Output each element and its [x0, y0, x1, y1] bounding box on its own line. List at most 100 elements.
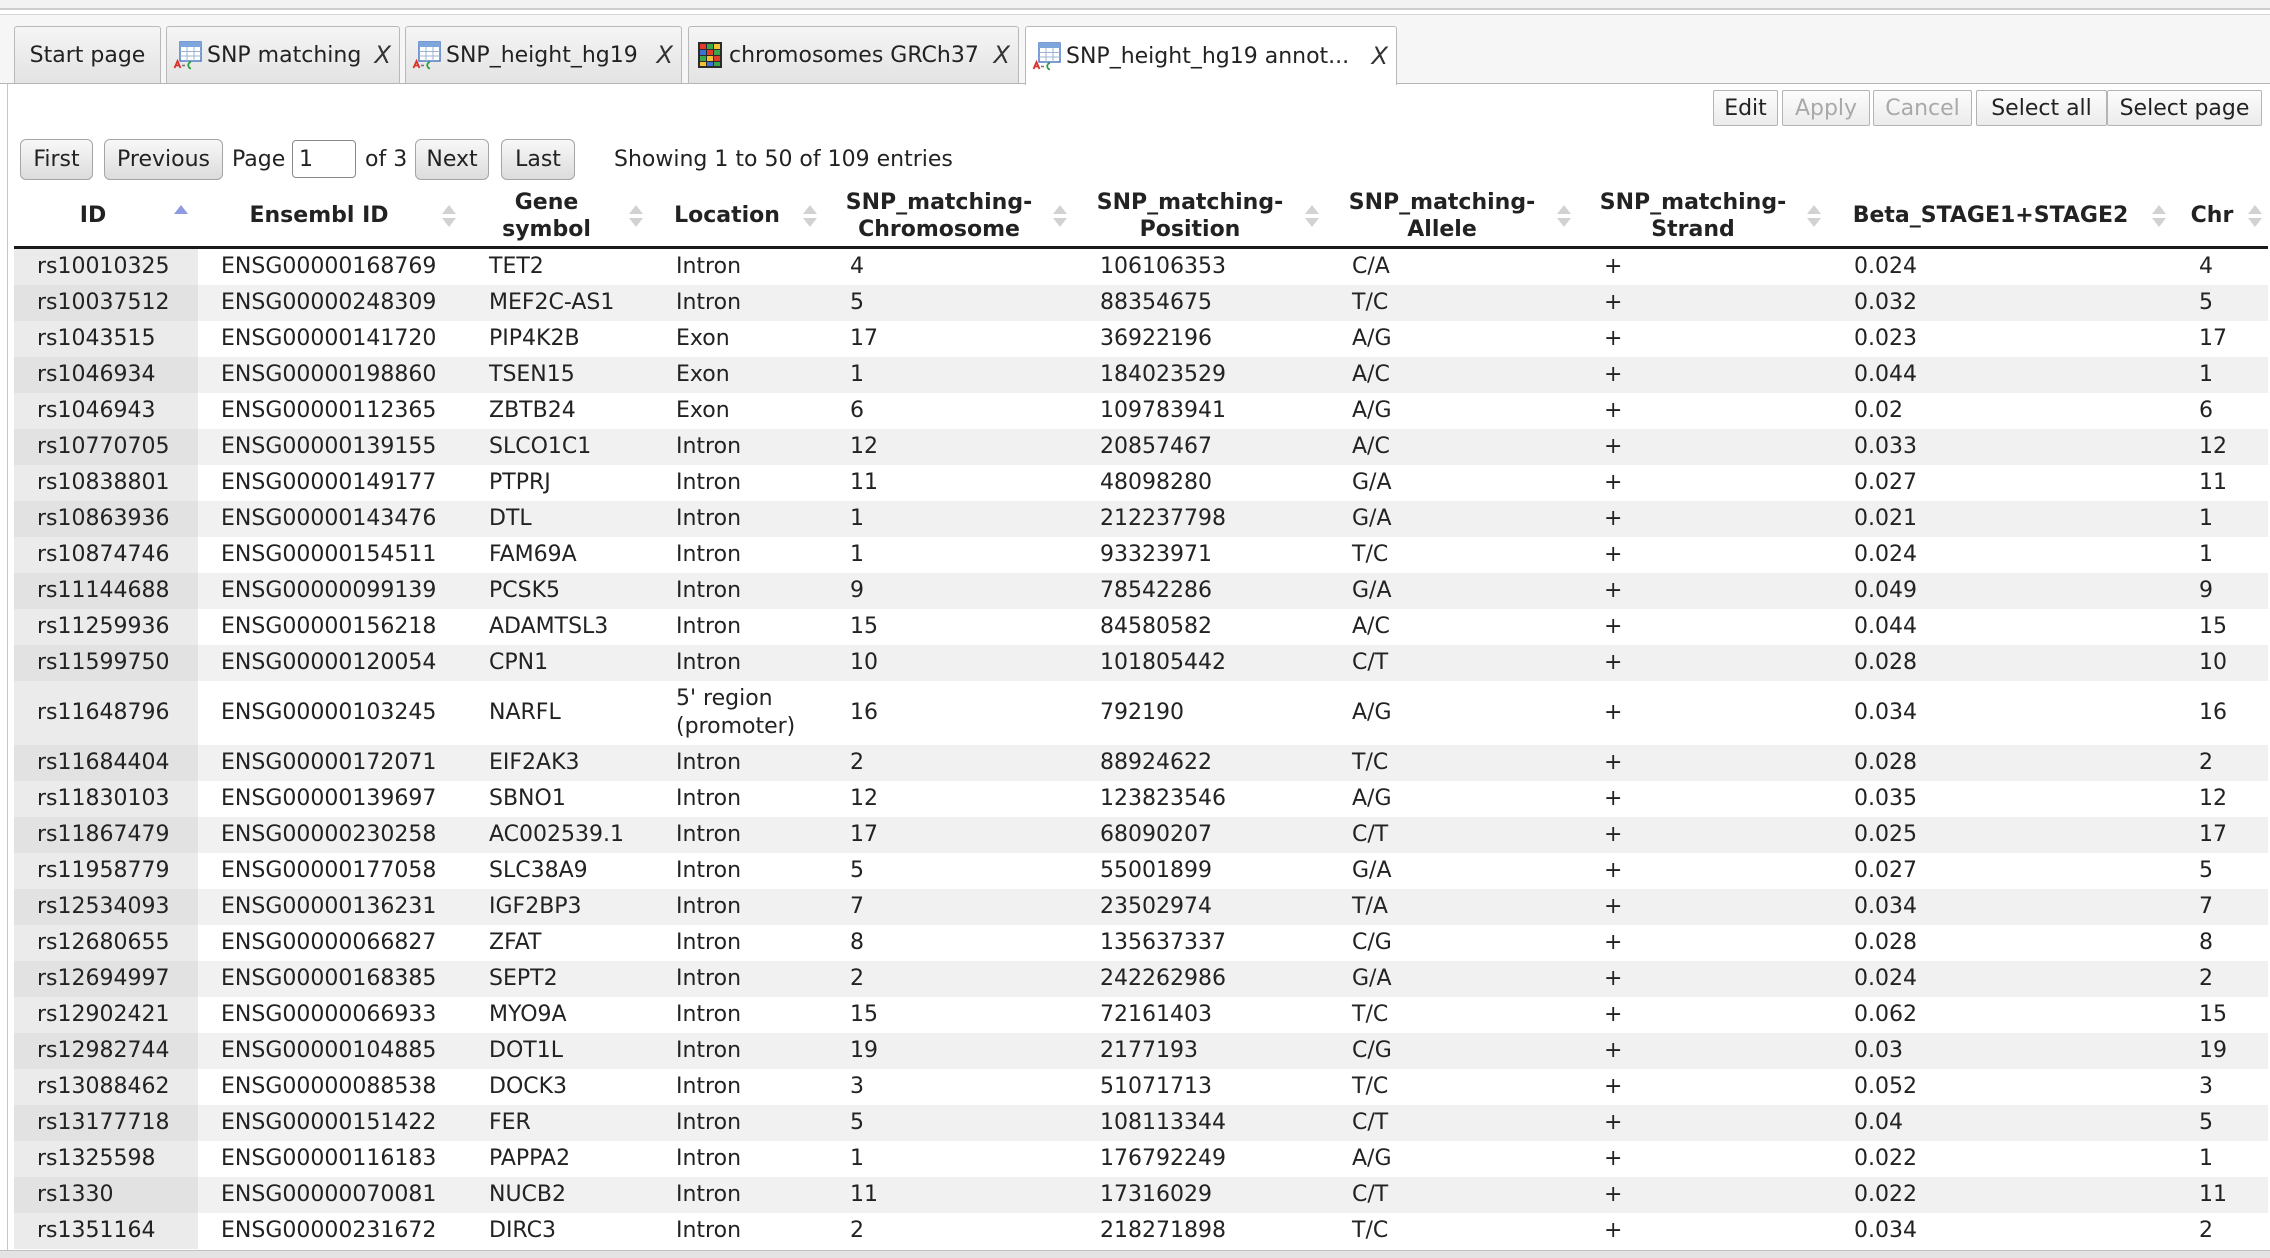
cell-snp-strand: +: [1581, 645, 1831, 681]
table-row[interactable]: rs1043515 ENSG00000141720 PIP4K2B Exon 17 369…: [14, 321, 2268, 357]
cell-beta: 0.052: [1854, 1074, 1917, 1099]
tab-label: SNP matching: [207, 42, 362, 68]
table-row[interactable]: rs13088462 ENSG00000088538 DOCK3 Intron 3 510…: [14, 1069, 2268, 1105]
cell-beta: 0.024: [1831, 961, 2176, 997]
page-number-input[interactable]: [292, 140, 356, 178]
table-row[interactable]: rs11958779 ENSG00000177058 SLC38A9 Intron 5 5…: [14, 853, 2268, 889]
table-row[interactable]: rs12680655 ENSG00000066827 ZFAT Intron 8 1356…: [14, 925, 2268, 961]
table-row[interactable]: rs1046943 ENSG00000112365 ZBTB24 Exon 6 10978…: [14, 393, 2268, 429]
cell-chr: 12: [2199, 786, 2227, 811]
table-row[interactable]: rs10010325 ENSG00000168769 TET2 Intron 4 1061…: [14, 249, 2268, 285]
table-row[interactable]: rs1046934 ENSG00000198860 TSEN15 Exon 1 18402…: [14, 357, 2268, 393]
apply-button[interactable]: Apply: [1782, 90, 1870, 126]
edit-button[interactable]: Edit: [1713, 90, 1778, 126]
table-row[interactable]: rs10863936 ENSG00000143476 DTL Intron 1 21223…: [14, 501, 2268, 537]
table-row[interactable]: rs11867479 ENSG00000230258 AC002539.1 Intro…: [14, 817, 2268, 853]
table-row[interactable]: rs10874746 ENSG00000154511 FAM69A Intron 1 93…: [14, 537, 2268, 573]
table-row[interactable]: rs13177718 ENSG00000151422 FER Intron 5 10811…: [14, 1105, 2268, 1141]
table-row[interactable]: rs11830103 ENSG00000139697 SBNO1 Intron 12 12…: [14, 781, 2268, 817]
table-row[interactable]: rs12982744 ENSG00000104885 DOT1L Intron 19 21…: [14, 1033, 2268, 1069]
table-row[interactable]: rs1330 ENSG00000070081 NUCB2 Intron 11 173160…: [14, 1177, 2268, 1213]
cell-snp-allele: A/C: [1329, 357, 1581, 393]
cell-id: rs1046934: [14, 357, 198, 393]
tab-snp-matching[interactable]: SNP matching X: [166, 26, 400, 83]
sort-both-icon: [803, 204, 817, 227]
column-header-snp-chromosome[interactable]: SNP_matching-Chromosome: [827, 185, 1077, 249]
cell-snp-allele: A/G: [1352, 700, 1392, 725]
tab-chromosomes-grch37[interactable]: chromosomes GRCh37 X: [688, 26, 1019, 83]
cell-location: Exon: [676, 398, 730, 423]
cell-snp-position: 792190: [1100, 700, 1184, 725]
column-header-chr[interactable]: Chr: [2176, 185, 2268, 249]
cell-beta: 0.02: [1854, 398, 1903, 423]
cell-snp-strand: +: [1581, 1177, 1831, 1213]
cell-chr: 1: [2199, 1146, 2213, 1171]
table-row[interactable]: rs12534093 ENSG00000136231 IGF2BP3 Intron 7 2…: [14, 889, 2268, 925]
column-header-snp-allele[interactable]: SNP_matching-Allele: [1329, 185, 1581, 249]
tab-close-button[interactable]: X: [656, 41, 673, 69]
column-header-snp-strand[interactable]: SNP_matching-Strand: [1581, 185, 1831, 249]
table-row[interactable]: rs1351164 ENSG00000231672 DIRC3 Intron 2 2182…: [14, 1213, 2268, 1249]
column-header-label: Ensembl ID: [249, 203, 389, 228]
cancel-button[interactable]: Cancel: [1873, 90, 1972, 126]
previous-page-button[interactable]: Previous: [104, 139, 223, 180]
cell-snp-chromosome: 5: [827, 1105, 1077, 1141]
cell-id: rs11259936: [14, 609, 198, 645]
cell-snp-allele: C/T: [1329, 1105, 1581, 1141]
select-all-button[interactable]: Select all: [1976, 90, 2107, 126]
cell-ensembl-id: ENSG00000154511: [221, 542, 437, 567]
column-header-id[interactable]: ID: [14, 185, 198, 249]
cell-beta: 0.028: [1831, 645, 2176, 681]
tab-start-page[interactable]: Start page: [14, 26, 161, 83]
cell-snp-strand: +: [1581, 573, 1831, 609]
table-row[interactable]: rs11259936 ENSG00000156218 ADAMTSL3 Intron 1…: [14, 609, 2268, 645]
cell-beta: 0.034: [1854, 700, 1917, 725]
cell-snp-chromosome: 1: [850, 542, 864, 567]
table-header-row: ID Ensembl ID Gene symbol Location SNP_m…: [14, 185, 2268, 249]
column-header-label: SNP_matching-Chromosome: [845, 189, 1033, 242]
table-row[interactable]: rs11599750 ENSG00000120054 CPN1 Intron 10 101…: [14, 645, 2268, 681]
table-row[interactable]: rs12902421 ENSG00000066933 MYO9A Intron 15 72…: [14, 997, 2268, 1033]
tab-close-button[interactable]: X: [374, 41, 391, 69]
select-page-button[interactable]: Select page: [2107, 90, 2262, 126]
table-row[interactable]: rs10838801 ENSG00000149177 PTPRJ Intron 11 48…: [14, 465, 2268, 501]
column-header-gene-symbol[interactable]: Gene symbol: [466, 185, 653, 249]
table-row[interactable]: rs1325598 ENSG00000116183 PAPPA2 Intron 1 176…: [14, 1141, 2268, 1177]
table-row[interactable]: rs10770705 ENSG00000139155 SLCO1C1 Intron 12…: [14, 429, 2268, 465]
cell-snp-chromosome: 6: [850, 398, 864, 423]
cell-chr: 5: [2199, 858, 2213, 883]
cell-id: rs12680655: [14, 925, 198, 961]
column-header-location[interactable]: Location: [653, 185, 827, 249]
tab-snp-height-hg19[interactable]: SNP_height_hg19 X: [405, 26, 682, 83]
table-row[interactable]: rs11684404 ENSG00000172071 EIF2AK3 Intron 2 8…: [14, 745, 2268, 781]
column-header-beta[interactable]: Beta_STAGE1+STAGE2: [1831, 185, 2176, 249]
cell-beta: 0.024: [1854, 542, 1917, 567]
cell-snp-chromosome: 16: [850, 700, 878, 725]
cell-ensembl-id: ENSG00000143476: [198, 501, 466, 537]
column-header-ensembl-id[interactable]: Ensembl ID: [198, 185, 466, 249]
cell-ensembl-id: ENSG00000149177: [221, 470, 437, 495]
column-header-label: SNP_matching-Allele: [1348, 189, 1536, 242]
cell-snp-position: 88354675: [1077, 285, 1329, 321]
cell-snp-position: 218271898: [1100, 1218, 1226, 1243]
cell-id: rs10863936: [14, 501, 198, 537]
last-page-button[interactable]: Last: [501, 139, 575, 180]
cell-beta: 0.028: [1854, 930, 1917, 955]
table-row[interactable]: rs12694997 ENSG00000168385 SEPT2 Intron 2 242…: [14, 961, 2268, 997]
next-page-button[interactable]: Next: [415, 139, 489, 180]
column-header-snp-position[interactable]: SNP_matching-Position: [1077, 185, 1329, 249]
table-row[interactable]: rs11144688 ENSG00000099139 PCSK5 Intron 9 785…: [14, 573, 2268, 609]
cell-snp-strand: +: [1581, 429, 1831, 465]
page-label: Page: [232, 147, 286, 172]
tab-close-button[interactable]: X: [993, 41, 1010, 69]
cell-gene-symbol: SBNO1: [489, 786, 566, 811]
cell-location: Intron: [653, 645, 827, 681]
first-page-button[interactable]: First: [20, 139, 93, 180]
table-row[interactable]: rs11648796 ENSG00000103245 NARFL 5' region …: [14, 681, 2268, 745]
tab-close-button[interactable]: X: [1371, 42, 1388, 70]
cell-gene-symbol: SLC38A9: [489, 858, 588, 883]
tab-snp-height-hg19-annotated[interactable]: SNP_height_hg19 annot... X: [1025, 26, 1397, 85]
cell-gene-symbol: SEPT2: [466, 961, 653, 997]
cell-snp-position: 78542286: [1077, 573, 1329, 609]
table-row[interactable]: rs10037512 ENSG00000248309 MEF2C-AS1 Intron…: [14, 285, 2268, 321]
